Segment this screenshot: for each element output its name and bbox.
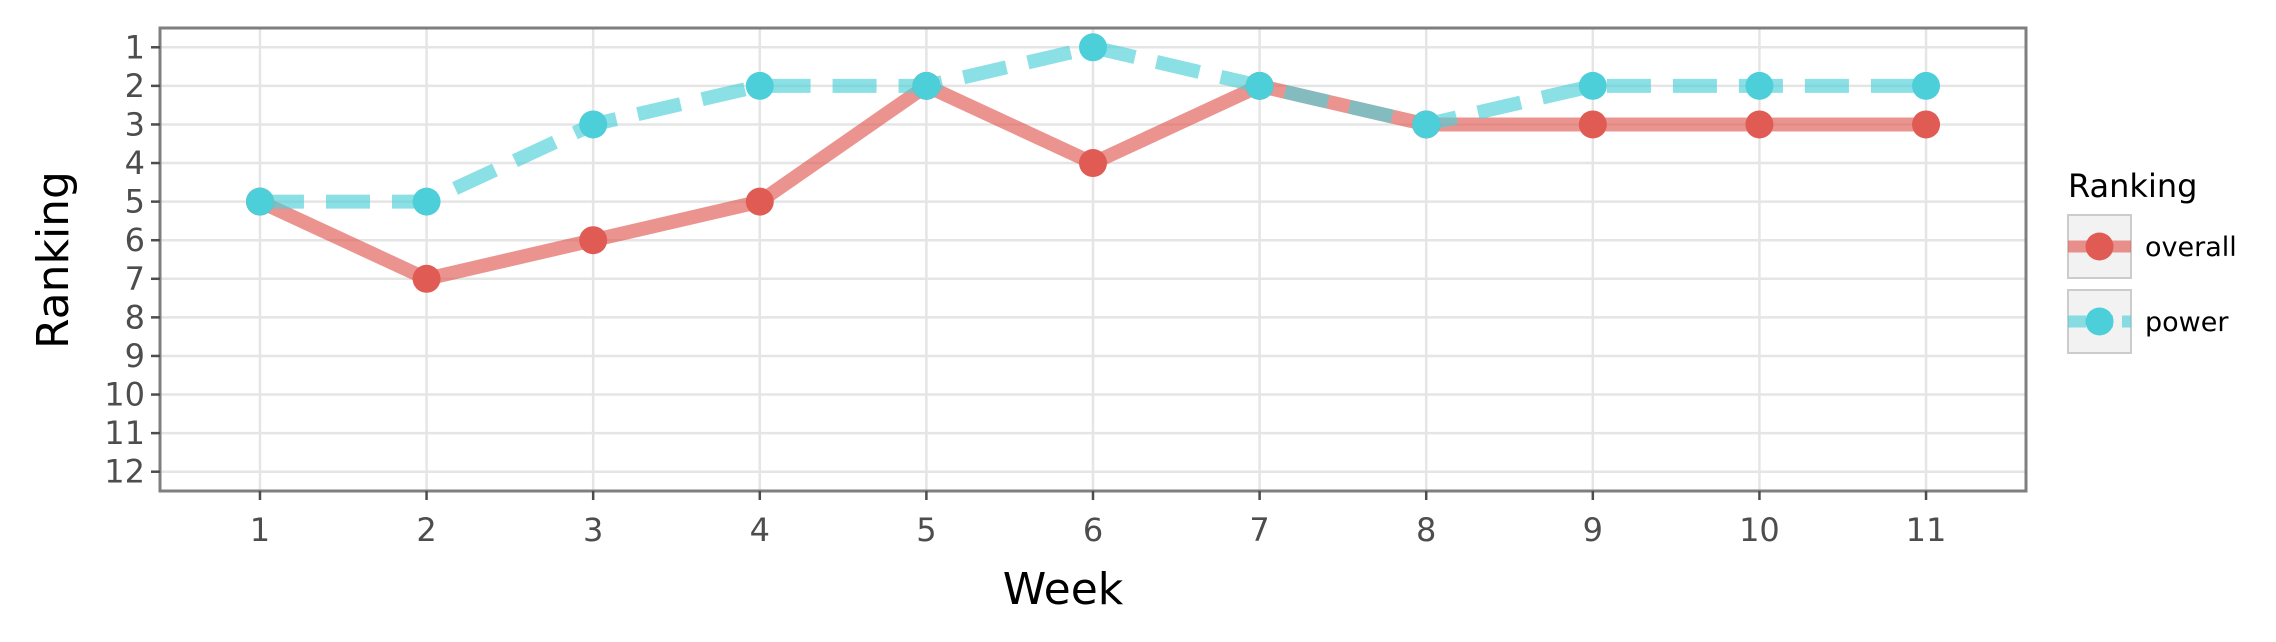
data-point-power xyxy=(579,110,608,139)
data-point-overall xyxy=(1079,149,1107,178)
data-point-overall xyxy=(412,264,441,293)
data-point-overall xyxy=(745,187,774,216)
y-axis-title: Ranking xyxy=(28,171,79,349)
y-tick-label: 3 xyxy=(125,105,145,143)
data-point-power xyxy=(1912,71,1941,100)
data-point-overall xyxy=(1912,110,1941,139)
x-tick-label: 10 xyxy=(1739,511,1780,549)
data-point-power xyxy=(1745,71,1774,100)
y-tick-label: 1 xyxy=(125,28,145,66)
x-tick-label: 4 xyxy=(750,511,770,549)
x-tick-label: 2 xyxy=(416,511,436,549)
x-tick-label: 7 xyxy=(1249,511,1269,549)
data-point-power xyxy=(412,187,441,216)
y-tick-label: 8 xyxy=(125,298,145,336)
data-point-power xyxy=(1578,71,1607,100)
data-point-power xyxy=(1412,110,1441,139)
y-tick-label: 9 xyxy=(125,337,145,375)
y-tick-label: 7 xyxy=(125,260,145,298)
series-layer xyxy=(245,33,1941,293)
x-axis-title: Week xyxy=(1003,564,1124,615)
x-tick-label: 9 xyxy=(1583,511,1603,549)
x-tick-label: 11 xyxy=(1906,511,1947,549)
y-tick-label: 5 xyxy=(125,183,145,221)
x-tick-label: 3 xyxy=(583,511,603,549)
y-tick-label: 10 xyxy=(104,376,145,414)
data-point-overall xyxy=(1745,110,1774,139)
data-point-power xyxy=(912,71,941,100)
y-tick-label: 6 xyxy=(125,221,145,259)
y-tick-label: 4 xyxy=(125,144,145,182)
data-point-power xyxy=(745,71,774,100)
legend-title: Ranking xyxy=(2068,167,2197,205)
x-tick-label: 6 xyxy=(1083,511,1103,549)
grid xyxy=(160,28,2026,491)
data-point-power xyxy=(245,187,274,216)
y-tick-label: 2 xyxy=(125,67,145,105)
legend: Ranking overall power xyxy=(2067,167,2237,354)
y-tick-label: 11 xyxy=(104,414,145,452)
legend-label-power: power xyxy=(2145,307,2229,338)
x-tick-label: 1 xyxy=(250,511,270,549)
legend-swatch-point-power xyxy=(2085,307,2114,336)
data-point-power xyxy=(1245,71,1274,100)
x-tick-label: 5 xyxy=(916,511,936,549)
data-point-overall xyxy=(579,226,608,255)
data-point-overall xyxy=(1578,110,1607,139)
data-point-power xyxy=(1079,33,1107,62)
legend-label-overall: overall xyxy=(2145,232,2237,263)
y-tick-label: 12 xyxy=(104,453,145,491)
x-tick-label: 8 xyxy=(1416,511,1436,549)
legend-swatch-point-overall xyxy=(2085,232,2114,261)
legend-items: overall power xyxy=(2067,214,2237,354)
